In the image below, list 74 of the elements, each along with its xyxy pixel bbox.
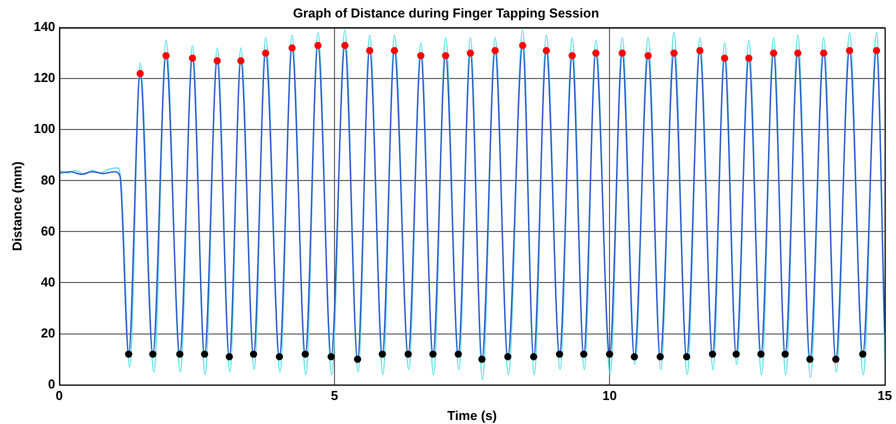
point: [454, 350, 462, 358]
y-tick-label: 60: [40, 223, 56, 238]
point: [745, 54, 752, 62]
point: [656, 353, 664, 360]
point: [417, 52, 424, 60]
point: [404, 350, 412, 358]
point: [696, 46, 704, 54]
point: [846, 46, 854, 54]
point: [556, 350, 564, 358]
point: [859, 350, 866, 358]
point: [872, 46, 880, 54]
point: [176, 350, 184, 358]
point: [782, 350, 789, 358]
point: [832, 356, 840, 363]
point: [136, 70, 144, 78]
point: [429, 350, 437, 358]
point: [618, 50, 626, 57]
point: [378, 350, 386, 358]
point: [683, 353, 690, 360]
point: [708, 350, 716, 358]
point: [328, 353, 335, 360]
x-tick-label: 15: [878, 388, 892, 404]
point: [721, 54, 728, 62]
point: [366, 46, 374, 54]
point: [492, 46, 499, 54]
y-tick-label: 80: [40, 172, 56, 188]
point: [214, 57, 221, 64]
point: [630, 353, 638, 360]
point: [806, 356, 814, 363]
point: [820, 50, 828, 57]
point: [302, 350, 309, 358]
point: [162, 52, 170, 60]
y-tick-label: 100: [34, 121, 56, 136]
x-tick-label: 5: [330, 388, 338, 404]
point: [262, 50, 270, 57]
point: [670, 50, 678, 57]
point: [757, 350, 765, 358]
point: [288, 44, 296, 52]
point: [644, 52, 652, 60]
point: [606, 350, 614, 358]
x-tick-label: 10: [602, 388, 617, 404]
point: [188, 54, 196, 62]
chart-title: Graph of Distance during Finger Tapping Session: [292, 5, 600, 20]
y-tick-label: 120: [34, 70, 56, 86]
y-tick-label: 20: [40, 325, 56, 340]
point: [504, 353, 512, 360]
point: [478, 356, 486, 363]
y-tick-label: 40: [40, 274, 56, 290]
point: [314, 42, 322, 50]
point: [237, 57, 244, 64]
point: [442, 52, 450, 60]
point: [341, 42, 349, 50]
point: [466, 50, 474, 57]
point: [732, 350, 740, 358]
point: [542, 46, 550, 54]
y-tick-label: 0: [48, 376, 56, 392]
point: [226, 353, 233, 360]
point: [149, 350, 156, 358]
point: [770, 50, 778, 57]
point: [125, 350, 132, 358]
point: [354, 356, 362, 363]
point: [580, 350, 588, 358]
point: [568, 52, 576, 60]
point: [200, 350, 208, 358]
y-axis-title: Distance (mm): [9, 161, 24, 251]
point: [592, 50, 600, 57]
point: [250, 350, 258, 358]
y-tick-label: 140: [34, 19, 56, 34]
point: [276, 353, 284, 360]
point: [794, 50, 802, 57]
point: [390, 46, 398, 54]
point: [519, 42, 526, 50]
x-axis-title: Time (s): [447, 408, 497, 423]
point: [530, 353, 538, 360]
